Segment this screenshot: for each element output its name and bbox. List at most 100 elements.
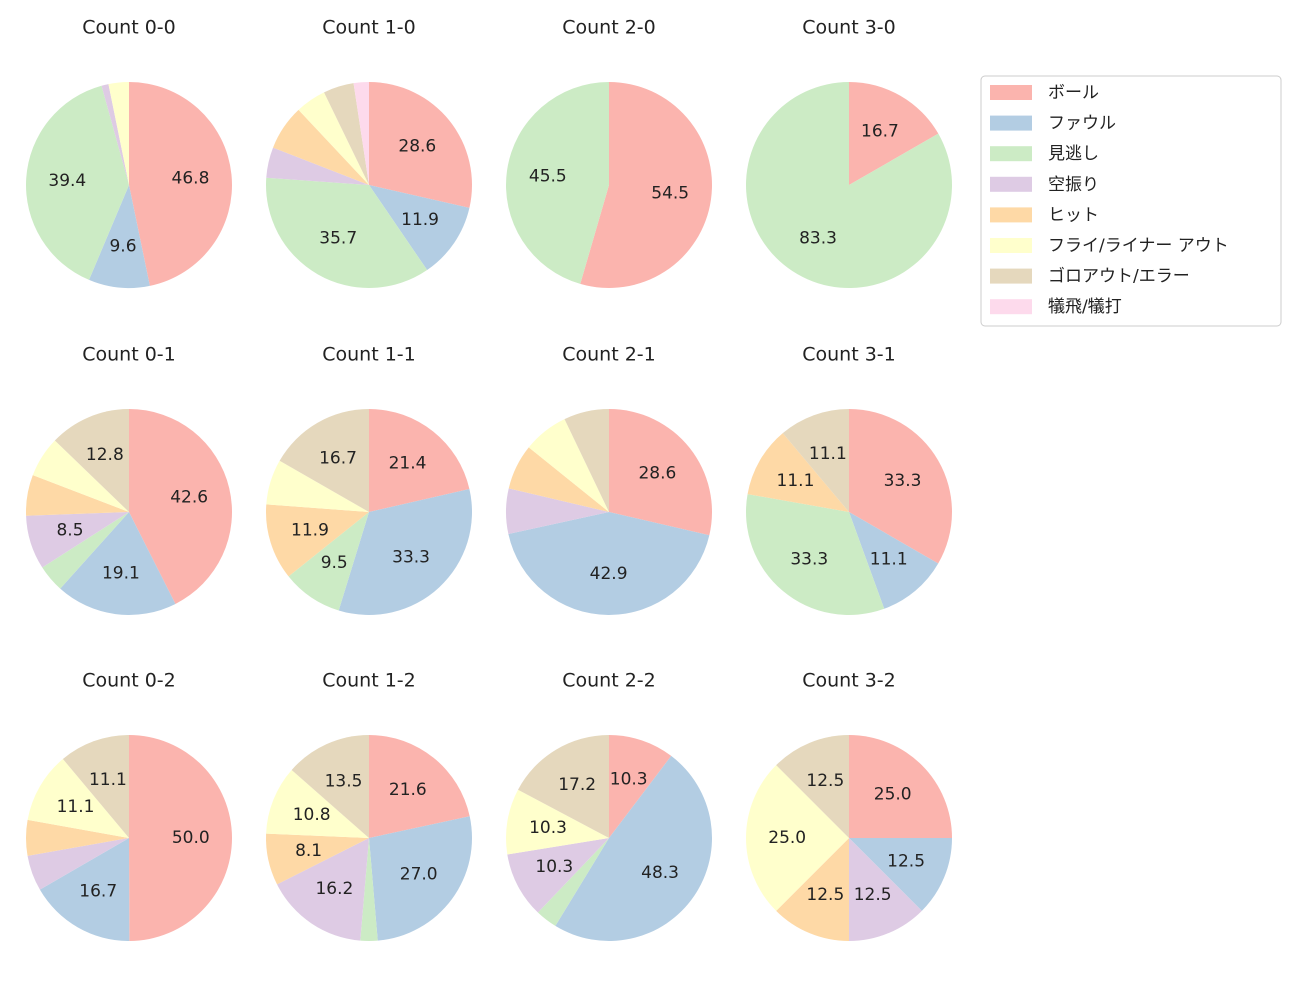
pie-slice [555, 755, 712, 941]
slice-label: 12.8 [86, 445, 124, 465]
pie-slice [129, 409, 232, 604]
pie-title: Count 2-2 [562, 670, 656, 692]
pie-slice [26, 85, 129, 280]
pie-title: Count 0-0 [82, 17, 176, 39]
pie-slice [849, 838, 952, 911]
slice-label: 10.3 [535, 857, 573, 877]
slice-label: 8.1 [295, 841, 322, 861]
pie-slice [609, 735, 672, 838]
pie-slice [62, 735, 129, 838]
pie-slice [26, 475, 129, 516]
pie-slice [369, 409, 470, 512]
slice-label: 11.1 [89, 770, 127, 790]
pie-slice [42, 512, 129, 589]
slice-label: 25.0 [768, 828, 806, 848]
pie-slice [506, 789, 609, 855]
slice-label: 11.1 [870, 549, 908, 569]
pie-slice [288, 512, 369, 611]
pie-slice [369, 82, 472, 208]
pie-slice [609, 409, 713, 536]
pie-slice [266, 504, 369, 577]
slice-label: 10.3 [529, 818, 567, 838]
pie-slice [32, 440, 130, 512]
slice-label: 11.9 [291, 520, 329, 540]
pie-slice [782, 409, 849, 512]
slice-label: 11.9 [401, 210, 439, 230]
pie-slice [324, 83, 369, 185]
slice-label: 12.5 [887, 852, 925, 872]
pie-slice [746, 765, 849, 911]
legend-label: 空振り [1048, 175, 1099, 195]
slice-label: 50.0 [172, 828, 210, 848]
pie-title: Count 1-2 [322, 670, 416, 692]
slice-label: 42.9 [590, 564, 628, 584]
pie-title: Count 1-1 [322, 344, 416, 366]
pie-slice [508, 512, 710, 615]
pie-slice [508, 447, 609, 512]
pie-slice [369, 735, 470, 838]
pie-slice [528, 419, 609, 512]
pie-slice [849, 838, 922, 941]
pie-slice [27, 759, 129, 838]
pie-slice [298, 92, 369, 185]
slice-label: 28.6 [638, 464, 676, 484]
slice-label: 19.1 [102, 563, 140, 583]
pie-slice [26, 512, 130, 568]
slice-label: 8.5 [56, 520, 83, 540]
slice-label: 45.5 [529, 166, 567, 186]
slice-label: 28.6 [398, 136, 436, 156]
pie-slice [506, 488, 609, 535]
pie-slice [273, 109, 369, 185]
legend-box [980, 75, 1282, 327]
slice-label: 12.5 [854, 885, 892, 905]
pie-slice [369, 816, 473, 941]
pie-slice [369, 185, 470, 271]
slice-label: 9.6 [109, 237, 136, 257]
slice-label: 48.3 [641, 863, 679, 883]
slice-label: 11.1 [777, 471, 815, 491]
legend-swatch [990, 146, 1032, 162]
pie-title: Count 3-0 [802, 17, 896, 39]
pie-slice [39, 838, 130, 941]
pie-title: Count 0-2 [82, 670, 176, 692]
slice-label: 33.3 [884, 471, 922, 491]
pie-slice [746, 494, 885, 615]
pie-slice [266, 833, 369, 885]
slice-label: 42.6 [170, 488, 208, 508]
slice-label: 16.2 [315, 879, 353, 899]
pie-slice [277, 838, 369, 941]
legend-swatch [990, 207, 1032, 223]
pie-slice [101, 84, 129, 185]
pie-slice [564, 409, 609, 512]
legend-label: ゴロアウト/エラー [1048, 266, 1190, 287]
pie-slice [849, 409, 952, 564]
pie-slice [60, 512, 176, 615]
legend-label: ボール [1048, 83, 1099, 103]
slice-label: 33.3 [790, 549, 828, 569]
pie-slice [746, 82, 952, 289]
slice-label: 11.1 [57, 797, 95, 817]
slice-label: 27.0 [400, 865, 438, 885]
pie-title: Count 3-1 [802, 344, 896, 366]
legend-swatch [990, 115, 1032, 131]
slice-label: 17.2 [558, 775, 596, 795]
pie-slice [54, 409, 129, 512]
legend-label: 犠飛/犠打 [1048, 297, 1122, 317]
legend-swatch [990, 85, 1032, 100]
slice-label: 25.0 [874, 784, 912, 804]
legend-swatch [990, 238, 1032, 253]
pie-slice [518, 735, 609, 838]
slice-label: 21.6 [389, 780, 427, 800]
pie-title: Count 2-1 [562, 344, 656, 366]
pie-title: Count 0-1 [82, 344, 176, 366]
pie-slice [507, 838, 609, 913]
slice-label: 46.8 [172, 169, 210, 189]
pie-slice [265, 177, 428, 288]
pie-slice [776, 838, 849, 941]
legend-label: ファウル [1048, 114, 1116, 134]
slice-label: 10.3 [610, 769, 648, 789]
pie-slice [266, 460, 369, 512]
slice-label: 35.7 [319, 229, 357, 249]
slice-label: 21.4 [389, 454, 427, 474]
